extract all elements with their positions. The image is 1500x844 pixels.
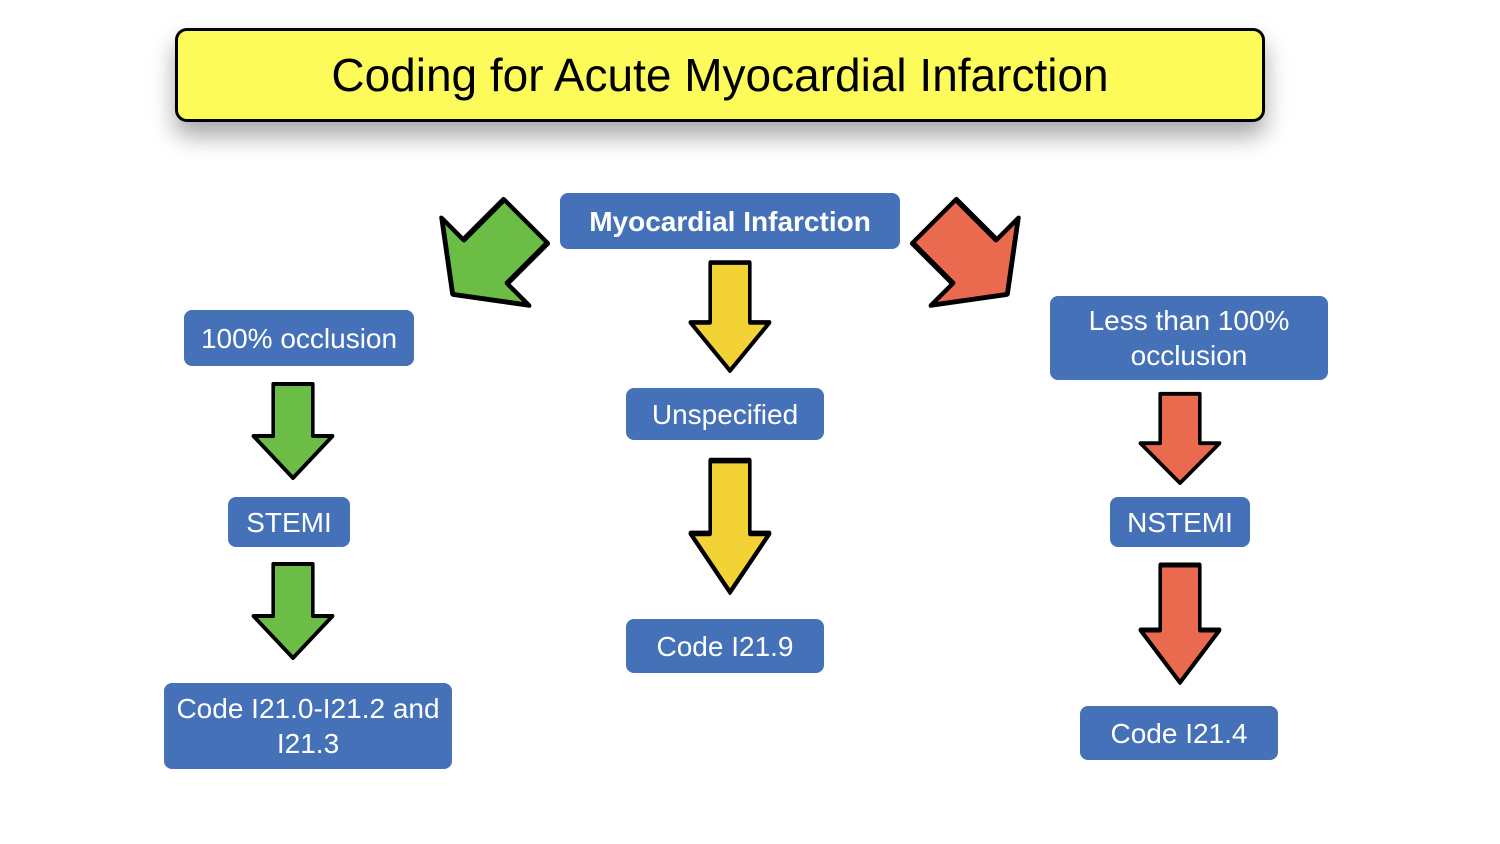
- node-left3: Code I21.0-I21.2 and I21.3: [164, 683, 452, 769]
- node-left2: STEMI: [228, 497, 350, 547]
- arrow-left1-to-left2: [248, 380, 338, 480]
- arrow-left2-to-left3: [248, 560, 338, 660]
- arrow-root-to-mid: [685, 258, 775, 373]
- node-root: Myocardial Infarction: [560, 193, 900, 249]
- node-mid2: Code I21.9: [626, 619, 824, 673]
- arrow-root-to-right: [882, 169, 1059, 346]
- arrow-right2-to-right3: [1135, 560, 1225, 685]
- diagram-title: Coding for Acute Myocardial Infarction: [175, 28, 1265, 122]
- node-right1: Less than 100% occlusion: [1050, 296, 1328, 380]
- node-mid1: Unspecified: [626, 388, 824, 440]
- arrow-root-to-left: [402, 169, 579, 346]
- arrow-right1-to-right2: [1135, 390, 1225, 485]
- node-right3: Code I21.4: [1080, 706, 1278, 760]
- arrow-mid1-to-mid2: [685, 455, 775, 595]
- node-left1: 100% occlusion: [184, 310, 414, 366]
- node-right2: NSTEMI: [1110, 497, 1250, 547]
